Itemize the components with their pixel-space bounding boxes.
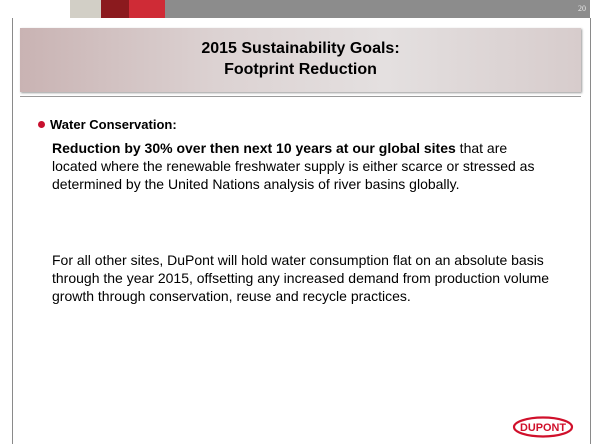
header-bar xyxy=(165,0,590,18)
bullet xyxy=(38,121,45,128)
frame-line xyxy=(12,18,13,444)
header-block xyxy=(70,0,101,18)
title-box: 2015 Sustainability Goals: Footprint Red… xyxy=(20,28,581,92)
paragraph: Reduction by 30% over then next 10 years… xyxy=(52,139,552,193)
slide-number: 20 xyxy=(578,4,586,13)
frame-line xyxy=(590,18,591,444)
logo-oval xyxy=(512,416,574,438)
header-block xyxy=(129,0,165,18)
header-block xyxy=(101,0,129,18)
text: that are located where the renewable fre… xyxy=(52,140,535,192)
paragraph: For all other sites, DuPont will hold wa… xyxy=(52,252,550,304)
logo: DUPONT xyxy=(512,416,574,438)
title-line: Footprint Reduction xyxy=(224,61,377,78)
bold-text: Reduction by 30% over then next 10 years… xyxy=(52,140,456,156)
bullet-heading: Water Conservation: xyxy=(50,117,177,132)
logo-text: DUPONT xyxy=(520,422,566,434)
divider xyxy=(20,96,581,97)
title-line: 2015 Sustainability Goals: xyxy=(201,40,400,57)
